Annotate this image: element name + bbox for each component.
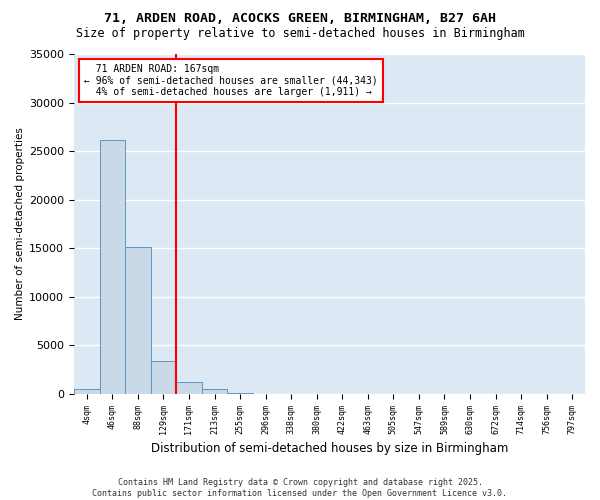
X-axis label: Distribution of semi-detached houses by size in Birmingham: Distribution of semi-detached houses by …: [151, 442, 508, 455]
Bar: [100, 140, 125, 394]
Text: Contains HM Land Registry data © Crown copyright and database right 2025.
Contai: Contains HM Land Registry data © Crown c…: [92, 478, 508, 498]
Bar: [125, 248, 151, 394]
Bar: [74, 389, 100, 394]
Bar: [176, 382, 202, 394]
Bar: [227, 393, 253, 394]
Bar: [151, 361, 176, 394]
Text: Size of property relative to semi-detached houses in Birmingham: Size of property relative to semi-detach…: [76, 28, 524, 40]
Y-axis label: Number of semi-detached properties: Number of semi-detached properties: [15, 128, 25, 320]
Text: 71 ARDEN ROAD: 167sqm
← 96% of semi-detached houses are smaller (44,343)
  4% of: 71 ARDEN ROAD: 167sqm ← 96% of semi-deta…: [84, 64, 378, 98]
Bar: [202, 389, 227, 394]
Text: 71, ARDEN ROAD, ACOCKS GREEN, BIRMINGHAM, B27 6AH: 71, ARDEN ROAD, ACOCKS GREEN, BIRMINGHAM…: [104, 12, 496, 24]
